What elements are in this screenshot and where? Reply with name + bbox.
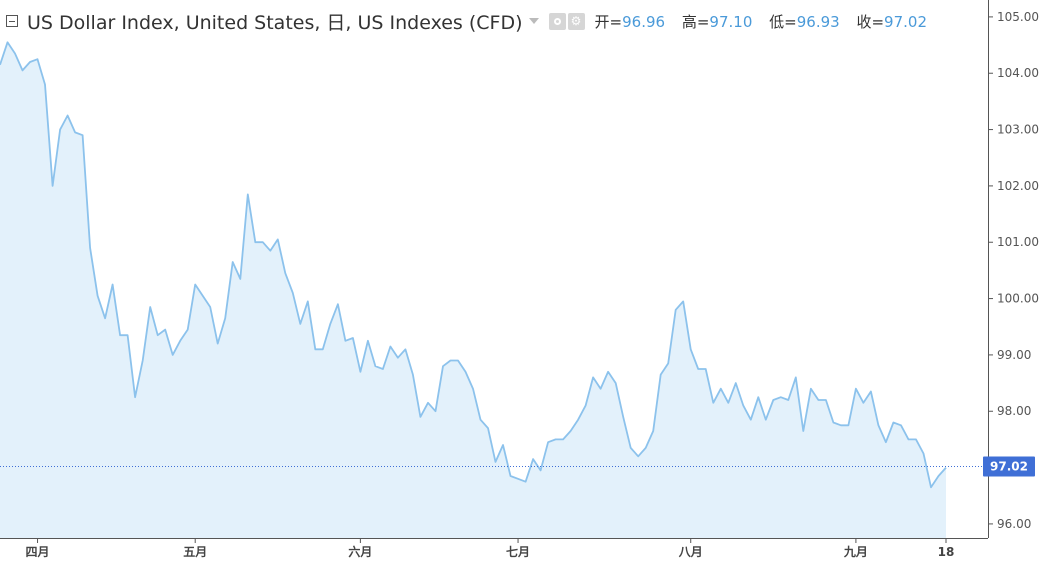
low-label: 低= bbox=[769, 12, 797, 31]
last-price-value: 97.02 bbox=[990, 459, 1028, 473]
symbol-title[interactable]: US Dollar Index, United States, 日, US In… bbox=[27, 11, 523, 34]
chevron-down-icon[interactable] bbox=[528, 18, 539, 24]
price-line bbox=[0, 41, 947, 489]
close-label: 收= bbox=[856, 12, 885, 31]
high-value: 97.10 bbox=[709, 12, 753, 31]
y-tick-label: 102.00 bbox=[997, 179, 1039, 193]
collapse-icon[interactable] bbox=[6, 15, 18, 27]
y-tick-label: 98.00 bbox=[997, 404, 1031, 418]
y-tick-label: 101.00 bbox=[997, 235, 1039, 249]
y-tick-label: 103.00 bbox=[997, 123, 1039, 137]
y-tick-label: 105.00 bbox=[997, 10, 1039, 24]
y-tick-label: 104.00 bbox=[997, 66, 1039, 80]
price-area-fill bbox=[0, 42, 946, 539]
high-label: 高= bbox=[681, 12, 710, 31]
x-tick-label: 18 bbox=[938, 545, 955, 559]
y-tick-label: 100.00 bbox=[997, 292, 1039, 306]
open-value: 96.96 bbox=[622, 12, 666, 31]
gear-icon[interactable]: ⚙ bbox=[567, 12, 585, 30]
x-tick-label: 五月 bbox=[183, 545, 207, 559]
last-price-label: 97.02 bbox=[983, 456, 1035, 477]
time-axis[interactable]: 四月 五月 六月 七月 八月 九月 18 bbox=[26, 538, 955, 559]
eye-icon[interactable] bbox=[548, 12, 566, 30]
price-axis[interactable]: 105.00 104.00 103.00 102.00 101.00 100.00 99.0… bbox=[988, 10, 1039, 531]
x-tick-label: 六月 bbox=[348, 544, 372, 559]
chart-legend: US Dollar Index, United States, 日, US In… bbox=[6, 8, 939, 34]
x-tick-label: 七月 bbox=[506, 545, 530, 559]
last-price-badge bbox=[983, 456, 1035, 477]
ohlc-values: 开=96.96 高=97.10 低=96.93 收=97.02 bbox=[595, 11, 939, 32]
x-tick-label: 八月 bbox=[678, 545, 703, 559]
x-tick-label: 四月 bbox=[26, 545, 50, 559]
y-tick-label: 96.00 bbox=[997, 517, 1031, 531]
close-value: 97.02 bbox=[884, 12, 927, 31]
open-label: 开= bbox=[594, 12, 623, 31]
x-tick-label: 九月 bbox=[843, 544, 868, 559]
low-value: 96.93 bbox=[796, 12, 840, 31]
y-tick-label: 99.00 bbox=[997, 348, 1031, 362]
